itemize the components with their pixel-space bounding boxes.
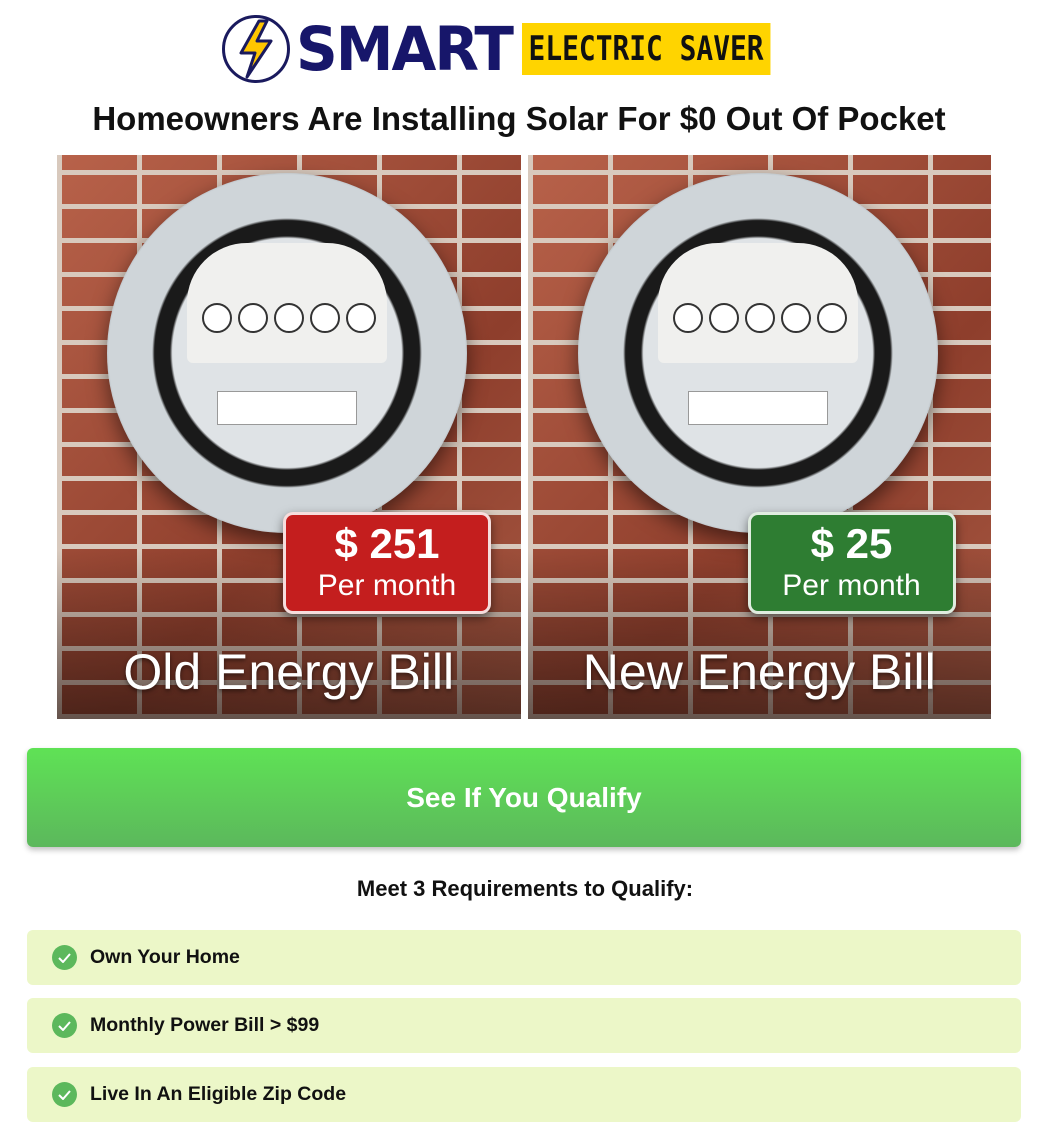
see-if-you-qualify-button[interactable]: See If You Qualify — [27, 748, 1021, 847]
new-bill-amount: $ 25 — [810, 520, 893, 567]
lightning-bolt-icon — [222, 15, 290, 83]
check-circle-icon — [52, 945, 77, 970]
requirement-item: Own Your Home — [27, 930, 1021, 985]
electric-meter-image — [577, 173, 938, 533]
logo: SMART ELECTRIC SAVER — [222, 12, 825, 86]
check-circle-icon — [52, 1082, 77, 1107]
new-bill-period: Per month — [782, 569, 921, 602]
logo-brand: SMART — [296, 13, 514, 85]
new-bill-badge: $ 25 Per month — [747, 512, 956, 614]
requirement-label: Monthly Power Bill > $99 — [90, 1014, 320, 1036]
old-bill-amount: $ 251 — [334, 520, 440, 567]
requirement-item: Monthly Power Bill > $99 — [27, 998, 1021, 1053]
headline: Homeowners Are Installing Solar For $0 O… — [92, 100, 946, 137]
old-bill-badge: $ 251 Per month — [283, 512, 491, 614]
requirement-label: Own Your Home — [90, 946, 240, 968]
new-bill-panel: $ 25 Per month New Energy Bill — [527, 155, 991, 719]
requirement-item: Live In An Eligible Zip Code — [27, 1067, 1021, 1122]
check-circle-icon — [52, 1013, 77, 1038]
new-bill-caption: New Energy Bill — [582, 644, 936, 700]
old-bill-panel: $ 251 Per month Old Energy Bill — [57, 155, 521, 719]
old-bill-caption: Old Energy Bill — [123, 644, 455, 700]
old-bill-period: Per month — [317, 569, 457, 602]
requirement-label: Live In An Eligible Zip Code — [90, 1083, 347, 1105]
requirements-title: Meet 3 Requirements to Qualify: — [356, 876, 694, 901]
electric-meter-image — [107, 173, 467, 533]
logo-tagline: ELECTRIC SAVER — [522, 23, 771, 75]
hero-image: $ 251 Per month Old Energy Bill $ 25 Per… — [57, 155, 991, 719]
